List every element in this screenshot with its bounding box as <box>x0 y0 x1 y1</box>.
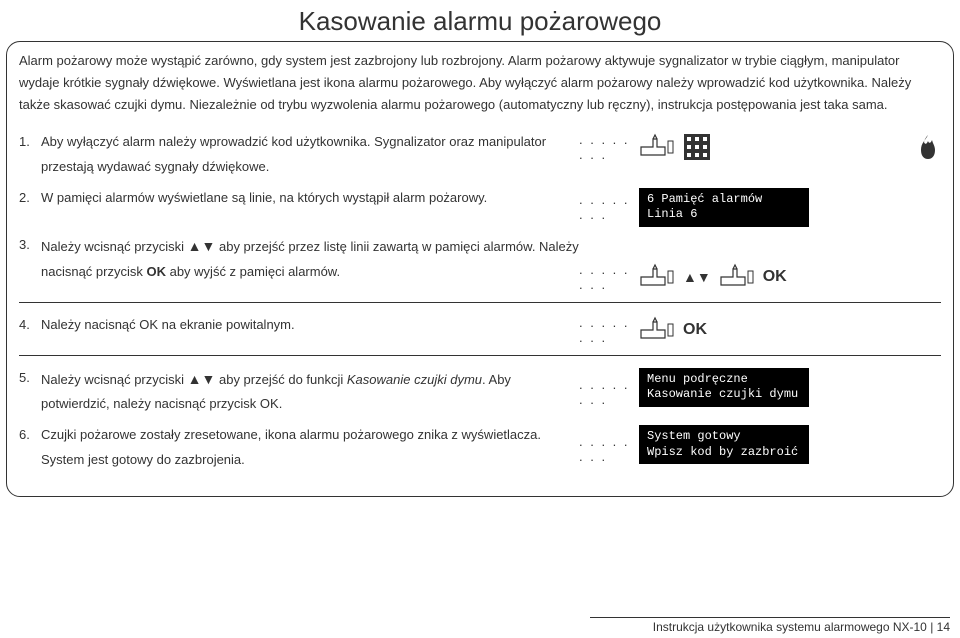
step-number: 6. <box>19 423 41 472</box>
dots: . . . . . . . . <box>579 192 639 222</box>
text: Należy wcisnąć przyciski <box>41 372 188 387</box>
text: aby przejść do funkcji <box>215 372 347 387</box>
hand-pointer-icon <box>639 263 675 291</box>
step-1: 1. Aby wyłączyć alarm należy wprowadzić … <box>19 130 941 179</box>
text: Należy wcisnąć przyciski <box>41 239 188 254</box>
step-6: 6. Czujki pożarowe zostały zresetowane, … <box>19 423 941 472</box>
updown-arrows-inline: ▲▼ <box>188 371 216 387</box>
separator <box>19 302 941 303</box>
step-body: Należy wcisnąć przyciski ▲▼ aby przejść … <box>41 366 579 417</box>
dots: . . . . . . . . <box>579 262 639 292</box>
steps-list: 1. Aby wyłączyć alarm należy wprowadzić … <box>19 130 941 472</box>
step-number: 3. <box>19 233 41 260</box>
text: nacisnąć przycisk <box>41 264 146 279</box>
step-number: 4. <box>19 313 41 338</box>
dots: . . . . . . . . <box>579 315 639 345</box>
intro-paragraph: Alarm pożarowy może wystąpić zarówno, gd… <box>19 50 941 116</box>
step-body: Należy nacisnąć OK na ekranie powitalnym… <box>41 313 579 338</box>
step-4: 4. Należy nacisnąć OK na ekranie powital… <box>19 313 941 345</box>
step-2: 2. W pamięci alarmów wyświetlane są lini… <box>19 186 941 227</box>
dots: . . . . . . . . <box>579 377 639 407</box>
hand-pointer-icon <box>639 133 675 161</box>
step-3: 3. Należy wcisnąć przyciski ▲▼ aby przej… <box>19 233 941 260</box>
hand-pointer-icon <box>719 263 755 291</box>
lcd-display: System gotowy Wpisz kod by zazbroić <box>639 425 809 464</box>
lcd-display: Menu podręczne Kasowanie czujki dymu <box>639 368 809 407</box>
text: aby wyjść z pamięci alarmów. <box>166 264 340 279</box>
step-number: 1. <box>19 130 41 179</box>
menu-name-italic: Kasowanie czujki dymu <box>347 372 482 387</box>
keypad-icon <box>683 133 711 161</box>
step-body: Aby wyłączyć alarm należy wprowadzić kod… <box>41 130 579 179</box>
text: aby przejść przez listę linii zawartą w … <box>215 239 578 254</box>
step-5: 5. Należy wcisnąć przyciski ▲▼ aby przej… <box>19 366 941 417</box>
dots: . . . . . . . . <box>579 132 639 162</box>
separator <box>19 355 941 356</box>
content-box: Alarm pożarowy może wystąpić zarówno, gd… <box>6 41 954 497</box>
flame-icon <box>915 133 941 161</box>
lcd-display: 6 Pamięć alarmów Linia 6 <box>639 188 809 227</box>
ok-label: OK <box>683 321 707 339</box>
ok-inline: OK <box>146 264 166 279</box>
step-body: W pamięci alarmów wyświetlane są linie, … <box>41 186 579 211</box>
page-title: Kasowanie alarmu pożarowego <box>0 0 960 41</box>
step-body: Czujki pożarowe zostały zresetowane, iko… <box>41 423 579 472</box>
ok-label: OK <box>763 268 787 286</box>
step-body: Należy wcisnąć przyciski ▲▼ aby przejść … <box>41 233 579 260</box>
step-number: 5. <box>19 366 41 417</box>
updown-arrows: ▲▼ <box>683 269 711 285</box>
updown-arrows-inline: ▲▼ <box>188 238 216 254</box>
step-number: 2. <box>19 186 41 211</box>
hand-pointer-icon <box>639 316 675 344</box>
page-footer: Instrukcja użytkownika systemu alarmoweg… <box>590 617 950 634</box>
step-3b: nacisnąć przycisk OK aby wyjść z pamięci… <box>19 260 941 292</box>
dots: . . . . . . . . <box>579 434 639 464</box>
step-body: nacisnąć przycisk OK aby wyjść z pamięci… <box>41 260 579 285</box>
